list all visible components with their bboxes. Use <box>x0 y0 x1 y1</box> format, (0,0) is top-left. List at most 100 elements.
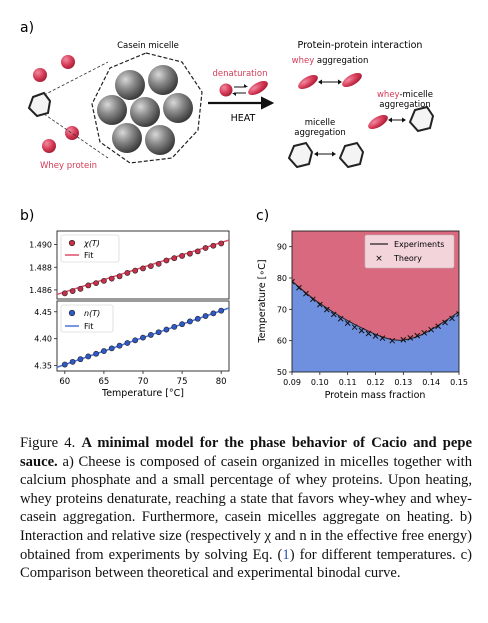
n-point <box>116 342 123 349</box>
micelle-icon <box>27 91 52 118</box>
x-tick-label: 0.10 <box>311 378 329 387</box>
c-legend-theory: Theory <box>393 254 422 263</box>
chi-point <box>124 270 131 276</box>
theory-point <box>351 324 358 331</box>
chi-point <box>155 260 162 267</box>
x-tick-label: 0.12 <box>367 378 385 387</box>
whey-native-icon <box>219 83 233 97</box>
chi-point <box>85 282 92 289</box>
heat-label: HEAT <box>231 113 256 124</box>
whey-protein-label: Whey protein <box>40 161 97 171</box>
y-tick-label: 90 <box>277 243 287 252</box>
n-point <box>85 353 92 360</box>
chi-y-ticks: 1.486 1.488 1.490 <box>29 241 57 295</box>
equation-link[interactable]: 1 <box>282 546 290 563</box>
theory-points <box>292 278 459 344</box>
theory-point <box>428 326 435 333</box>
casein-micelle <box>97 65 193 155</box>
n-point <box>194 315 201 322</box>
whey-protein-icon <box>65 126 79 140</box>
theory-point <box>379 335 386 342</box>
chi-point <box>101 277 107 284</box>
n-points <box>61 307 225 368</box>
x-tick-label: 0.11 <box>339 378 357 387</box>
y-tick-label: 1.490 <box>29 241 52 250</box>
n-point <box>155 329 162 336</box>
chi-point <box>202 245 209 251</box>
chi-point <box>132 267 139 274</box>
theory-point <box>389 337 396 344</box>
n-point <box>69 358 76 365</box>
panel-a-label: a) <box>20 20 34 36</box>
whey-denatured-icon <box>248 81 268 95</box>
y-tick-label: 70 <box>277 305 287 314</box>
whey-denatured-icon <box>298 75 318 89</box>
caption-text-2: ) for different temperatures. c) Compari… <box>20 546 473 582</box>
chi-legend-marker <box>68 239 76 247</box>
y-tick-label: 1.486 <box>29 286 52 295</box>
x-tick-label: 60 <box>59 377 70 387</box>
chi-legend: χ(T) Fit <box>60 234 120 263</box>
n-point <box>132 337 139 344</box>
chi-plot-frame <box>56 230 230 300</box>
c-legend-experiments: Experiments <box>394 240 444 249</box>
theory-point <box>310 296 316 303</box>
chi-legend-fit: Fit <box>84 251 93 260</box>
double-arrow-icon <box>318 79 342 85</box>
c-x-ticks: 0.09 0.10 0.11 0.12 0.13 0.14 0.15 <box>283 372 468 387</box>
chi-point <box>108 275 115 282</box>
panel-b: b) 1.486 1.488 1.490 χ(T) Fit 4.35 4.40 4.45… <box>20 208 230 399</box>
chi-point <box>140 265 146 272</box>
b-x-axis-label: Temperature [°C] <box>101 388 184 399</box>
theory-point <box>372 333 379 339</box>
theory-point <box>358 327 365 334</box>
chi-point <box>69 288 76 294</box>
micelle-icon <box>287 141 314 169</box>
whey-protein-icon <box>42 139 56 153</box>
n-point <box>108 345 115 352</box>
n-point <box>163 326 170 333</box>
y-tick-label: 4.40 <box>34 335 52 344</box>
panel-b-label: b) <box>20 208 34 224</box>
n-point <box>101 348 107 354</box>
panel-c-label: c) <box>256 208 269 224</box>
theory-point <box>421 329 428 336</box>
theory-point <box>449 315 455 322</box>
theory-point <box>303 290 309 297</box>
micelle-aggregation-label-1: micelle <box>305 118 336 128</box>
y-tick-label: 4.45 <box>34 308 52 317</box>
theory-point <box>292 278 295 285</box>
binodal-bottom-region <box>292 281 459 372</box>
theory-point <box>337 315 344 322</box>
chi-point <box>171 255 178 262</box>
x-tick-label: 0.14 <box>422 378 440 387</box>
theory-point <box>414 332 421 339</box>
theory-point <box>323 306 330 313</box>
n-x-ticks: 60 65 70 75 80 <box>59 371 227 387</box>
n-point <box>61 361 68 368</box>
n-point <box>140 334 146 341</box>
x-tick-label: 80 <box>216 377 227 387</box>
micelle-aggregation-label-2: aggregation <box>294 128 345 138</box>
theory-point <box>456 311 459 317</box>
theory-point <box>365 330 372 337</box>
caption-text-1: a) Cheese is composed of casein organize… <box>20 453 473 563</box>
micelle-icon <box>338 141 365 169</box>
whey-micelle-aggregation-label-2: aggregation <box>379 100 430 110</box>
y-tick-label: 1.488 <box>29 263 52 272</box>
chi-legend-label: χ(T) <box>83 239 100 248</box>
chi-point <box>218 240 225 247</box>
chi-point <box>116 273 123 280</box>
figure-4: a) Whey protein Casein micelle denaturat… <box>20 20 468 401</box>
x-tick-label: 0.09 <box>283 378 301 387</box>
theory-point <box>435 323 441 330</box>
whey-denatured-icon <box>342 73 362 88</box>
n-point <box>179 321 185 328</box>
n-point <box>187 318 193 325</box>
x-tick-label: 70 <box>138 377 149 387</box>
chi-point <box>93 280 99 287</box>
c-legend: Experiments × Theory <box>364 234 455 269</box>
whey-denatured-icon <box>368 115 388 129</box>
y-tick-label: 4.35 <box>34 362 52 371</box>
x-tick-label: 0.13 <box>394 378 412 387</box>
